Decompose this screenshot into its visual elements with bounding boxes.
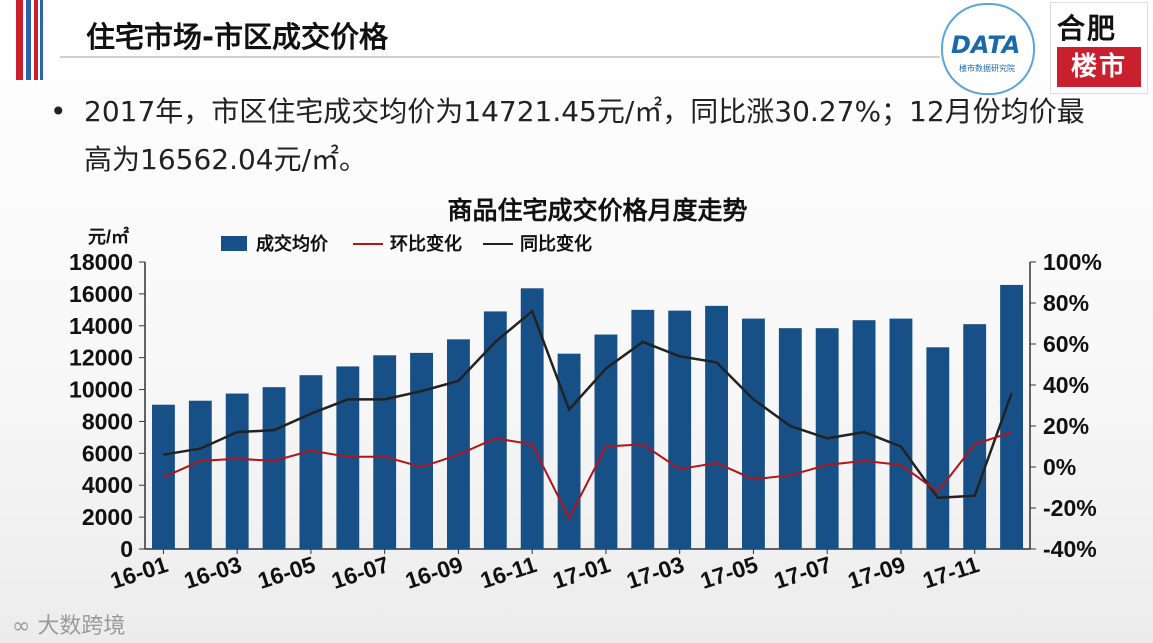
x-tick-label: 16-11: [477, 551, 540, 594]
y-tick-label: 18000: [69, 249, 133, 275]
bar: [188, 400, 212, 549]
watermark-text: 大数跨境: [37, 614, 126, 639]
bar: [225, 393, 249, 549]
bar: [963, 324, 987, 549]
title-divider: [60, 56, 940, 58]
y-tick-label: 16000: [69, 281, 133, 307]
bar: [299, 375, 323, 549]
y2-tick-label: 100%: [1043, 249, 1102, 275]
y2-tick-label: 20%: [1043, 413, 1089, 439]
kdata-logo-text: DATA: [951, 31, 1021, 59]
bar: [594, 334, 618, 549]
y2-tick-label: -20%: [1043, 495, 1097, 521]
series-line-yoy: [163, 309, 1013, 500]
y2-tick-label: -40%: [1043, 536, 1097, 562]
slide-title: 住宅市场-市区成交价格: [86, 20, 389, 54]
y-tick-label: 14000: [69, 313, 133, 339]
x-tick-label: 17-01: [549, 551, 613, 594]
y-tick-label: 8000: [82, 408, 133, 434]
x-tick-label: 17-05: [697, 551, 761, 594]
y2-tick-label: 0%: [1043, 454, 1076, 480]
summary-text: 2017年，市区住宅成交均价为14721.45元/㎡，同比涨30.27%；12月…: [84, 95, 1085, 176]
x-tick-label: 17-03: [623, 551, 687, 594]
bar: [889, 318, 913, 549]
decor-stripe: [16, 0, 23, 80]
y-tick-label: 2000: [82, 504, 133, 530]
y-tick-label: 10000: [69, 377, 133, 403]
decor-stripe: [40, 0, 43, 80]
legend-swatch-bar: [221, 236, 247, 251]
y-tick-label: 6000: [82, 440, 133, 466]
watermark: ∞ 大数跨境: [12, 608, 125, 640]
y2-tick-label: 80%: [1043, 290, 1089, 316]
bar: [262, 387, 286, 549]
decor-stripe: [34, 0, 38, 80]
x-tick-label: 16-05: [254, 551, 318, 594]
bar: [447, 339, 470, 549]
legend-label: 环比变化: [390, 233, 462, 254]
decor-stripe: [26, 0, 31, 80]
bar: [742, 318, 765, 549]
bullet-dot: •: [50, 95, 67, 128]
x-tick-label: 16-03: [181, 551, 245, 594]
bar: [705, 305, 728, 549]
bar: [373, 355, 397, 549]
x-tick-label: 16-07: [328, 551, 392, 594]
watermark-icon: ∞: [12, 614, 38, 639]
y-axis-unit: 元/㎡: [88, 226, 129, 247]
y-tick-label: 4000: [82, 472, 133, 498]
y-tick-label: 12000: [69, 345, 133, 371]
bar: [410, 352, 433, 549]
bar: [852, 320, 876, 549]
kdata-logo-subtext: 楼市数据研究院: [959, 64, 1015, 73]
series-line-mom: [162, 431, 1012, 521]
chart-title: 商品住宅成交价格月度走势: [447, 196, 747, 225]
bar: [926, 347, 950, 549]
logo-top-text: 合肥: [1057, 12, 1118, 45]
bar: [1000, 284, 1023, 549]
legend-label: 成交均价: [256, 233, 329, 254]
bar: [631, 309, 655, 549]
x-tick-label: 17-11: [919, 551, 982, 594]
y-tick-label: 0: [120, 536, 133, 562]
y2-tick-label: 40%: [1043, 372, 1089, 398]
legend-label: 同比变化: [520, 233, 592, 254]
bar: [483, 311, 507, 549]
hefei-loushi-logo: 合肥 楼市: [1050, 2, 1148, 94]
y2-tick-label: 60%: [1043, 331, 1089, 357]
x-tick-label: 17-09: [844, 551, 908, 594]
bar: [520, 288, 544, 549]
bar: [778, 328, 802, 549]
x-tick-label: 16-09: [402, 551, 466, 594]
x-tick-label: 17-07: [771, 551, 835, 594]
kdata-logo: DATA 楼市数据研究院: [941, 3, 1035, 95]
x-tick-label: 16-01: [107, 551, 171, 594]
logo-bottom-text: 楼市: [1057, 47, 1141, 87]
bar: [668, 310, 692, 549]
